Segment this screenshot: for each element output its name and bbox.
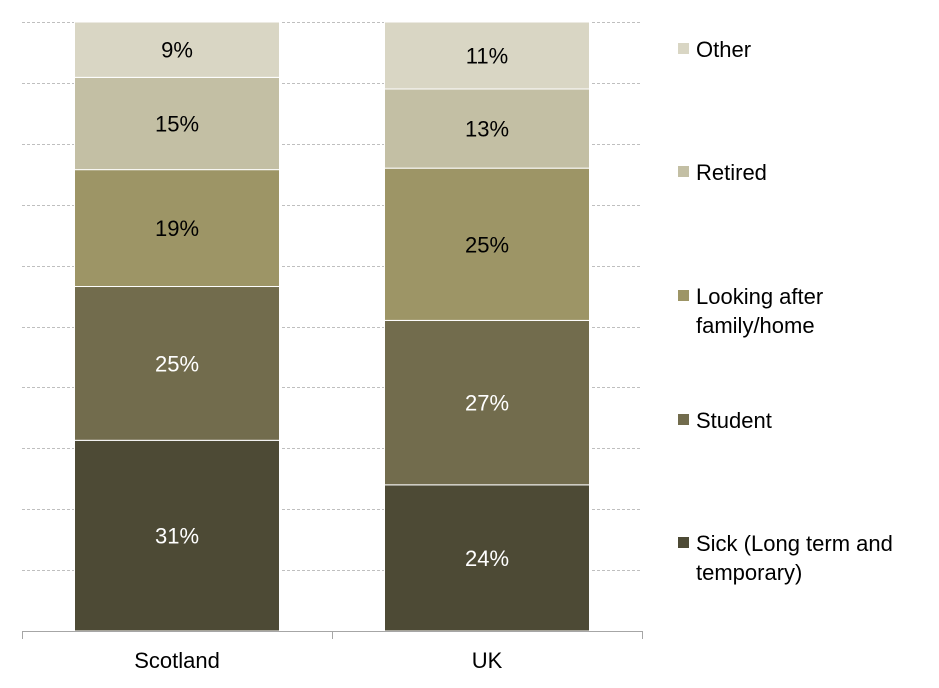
bar-segment	[384, 319, 590, 486]
bar-segment	[74, 76, 280, 171]
legend-label: Retired	[696, 160, 767, 185]
data-label: 27%	[465, 391, 509, 416]
data-label: 15%	[155, 112, 199, 137]
bar-segments: 31% 25% 19% 15% 9% 24% 27% 25% 13% 11%	[74, 21, 590, 632]
legend-label: Student	[696, 408, 772, 433]
legend-label: Sick (Long term and temporary)	[696, 531, 893, 585]
legend-item: Sick (Long term and temporary)	[678, 529, 931, 587]
legend-swatch	[678, 290, 689, 301]
legend: Other Retired Looking after family/home Stu…	[678, 0, 936, 688]
data-label: 11%	[466, 43, 508, 68]
bar-segment	[384, 88, 590, 169]
data-label: 25%	[465, 232, 509, 257]
data-label: 31%	[155, 524, 199, 549]
data-label: 13%	[465, 117, 509, 142]
legend-swatch	[678, 414, 689, 425]
legend-label: Looking after family/home	[696, 284, 824, 338]
bar-segment	[74, 21, 280, 78]
bar-segment	[74, 439, 280, 632]
data-label: 24%	[465, 546, 509, 571]
legend-item: Looking after family/home	[678, 282, 931, 340]
x-tick-label: UK	[472, 648, 503, 673]
data-label: 25%	[155, 351, 199, 376]
bar-segment	[384, 167, 590, 321]
bar-segment	[74, 286, 280, 441]
x-tick-label: Scotland	[134, 648, 220, 673]
legend-swatch	[678, 166, 689, 177]
bar-segment	[384, 21, 590, 90]
legend-item: Student	[678, 406, 931, 435]
legend-item: Retired	[678, 158, 931, 187]
data-label: 19%	[155, 216, 199, 241]
x-axis: Scotland UK	[22, 631, 643, 673]
bar-segment	[384, 484, 590, 632]
data-label: 9%	[161, 38, 193, 63]
bar-segment	[74, 169, 280, 288]
legend-swatch	[678, 43, 689, 54]
legend-item: Other	[678, 35, 931, 64]
legend-label: Other	[696, 37, 752, 62]
legend-swatch	[678, 537, 689, 548]
